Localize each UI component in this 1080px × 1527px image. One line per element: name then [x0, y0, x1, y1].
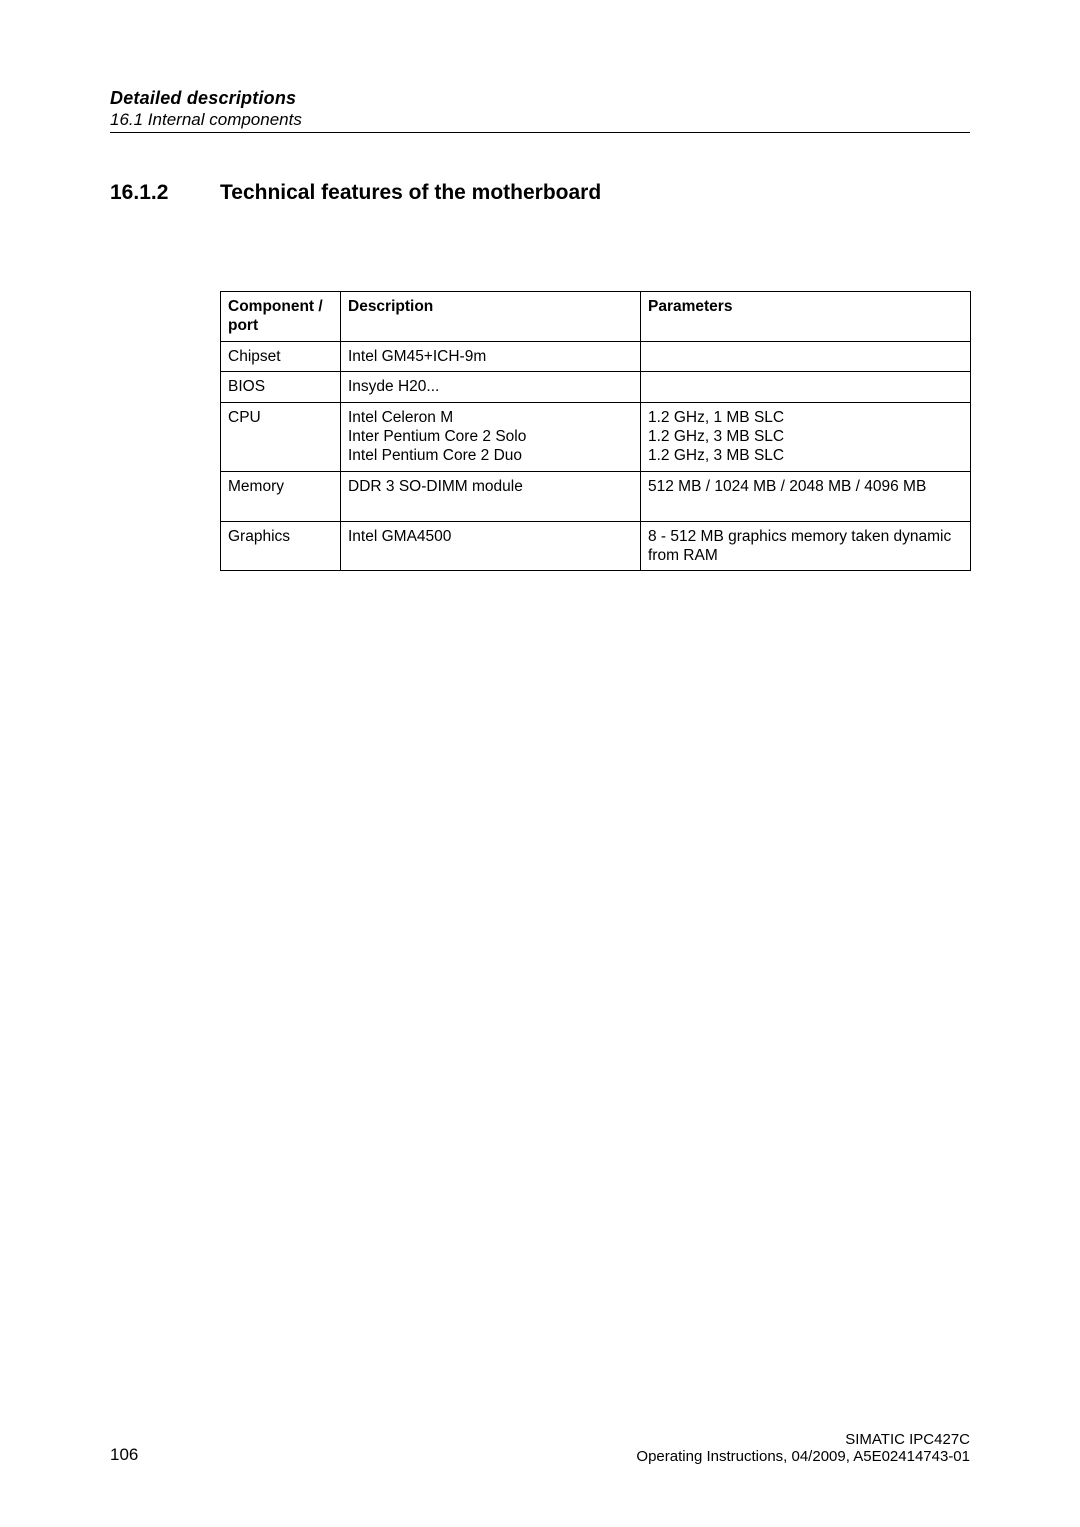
table-row: MemoryDDR 3 SO-DIMM module512 MB / 1024 …	[221, 471, 971, 521]
footer-right: SIMATIC IPC427C Operating Instructions, …	[636, 1431, 970, 1465]
page-header: Detailed descriptions 16.1 Internal comp…	[110, 88, 970, 133]
table-cell: BIOS	[221, 372, 341, 402]
header-subtitle: 16.1 Internal components	[110, 110, 970, 130]
table-header-component: Component / port	[221, 292, 341, 342]
table-header-row: Component / port Description Parameters	[221, 292, 971, 342]
table-cell: Insyde H20...	[341, 372, 641, 402]
table-header-description: Description	[341, 292, 641, 342]
table-cell: Graphics	[221, 521, 341, 571]
table-cell: 1.2 GHz, 1 MB SLC1.2 GHz, 3 MB SLC1.2 GH…	[641, 402, 971, 471]
table-row: GraphicsIntel GMA45008 - 512 MB graphics…	[221, 521, 971, 571]
section-number: 16.1.2	[110, 181, 220, 205]
table-cell: CPU	[221, 402, 341, 471]
page-root: Detailed descriptions 16.1 Internal comp…	[0, 0, 1080, 1527]
table-cell: 512 MB / 1024 MB / 2048 MB / 4096 MB	[641, 471, 971, 521]
page-footer: 106 SIMATIC IPC427C Operating Instructio…	[110, 1431, 970, 1465]
table-cell: DDR 3 SO-DIMM module	[341, 471, 641, 521]
header-title: Detailed descriptions	[110, 88, 970, 109]
table-cell: Intel GMA4500	[341, 521, 641, 571]
table-cell: Intel GM45+ICH-9m	[341, 341, 641, 371]
table-cell: Intel Celeron MInter Pentium Core 2 Solo…	[341, 402, 641, 471]
table-cell: Memory	[221, 471, 341, 521]
motherboard-table-wrap: Component / port Description Parameters …	[220, 291, 970, 571]
table-cell	[641, 341, 971, 371]
table-row: BIOSInsyde H20...	[221, 372, 971, 402]
table-cell	[641, 372, 971, 402]
section-heading: 16.1.2 Technical features of the motherb…	[110, 181, 970, 205]
motherboard-table: Component / port Description Parameters …	[220, 291, 971, 571]
table-body: ChipsetIntel GM45+ICH-9mBIOSInsyde H20..…	[221, 341, 971, 571]
table-row: CPUIntel Celeron MInter Pentium Core 2 S…	[221, 402, 971, 471]
footer-docinfo: Operating Instructions, 04/2009, A5E0241…	[636, 1448, 970, 1465]
table-header-parameters: Parameters	[641, 292, 971, 342]
footer-product: SIMATIC IPC427C	[636, 1431, 970, 1448]
table-row: ChipsetIntel GM45+ICH-9m	[221, 341, 971, 371]
table-cell: Chipset	[221, 341, 341, 371]
section-title: Technical features of the motherboard	[220, 181, 601, 205]
table-cell: 8 - 512 MB graphics memory taken dynamic…	[641, 521, 971, 571]
page-number: 106	[110, 1445, 138, 1465]
